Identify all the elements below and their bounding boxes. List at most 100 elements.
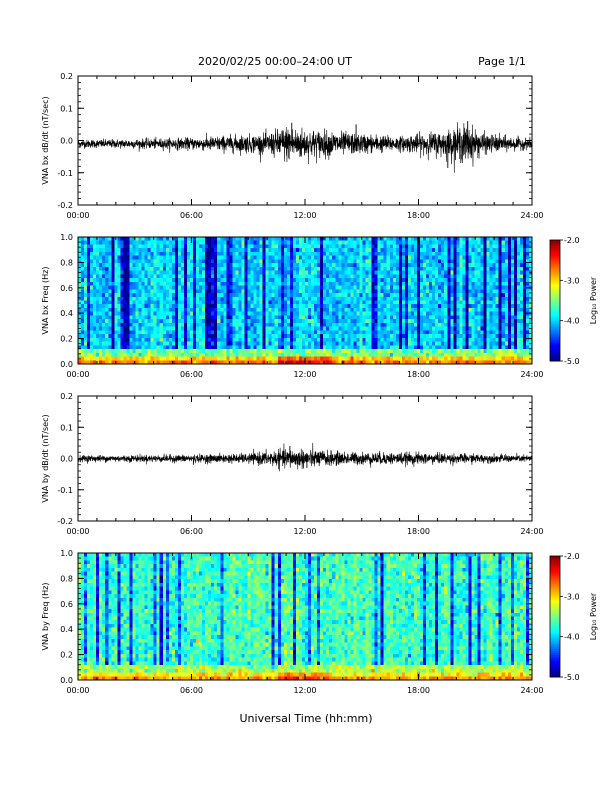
spectrogram-cell: [323, 289, 326, 293]
spectrogram-cell: [414, 338, 417, 342]
spectrogram-cell: [490, 237, 493, 241]
spectrogram-cell: [326, 323, 329, 327]
spectrogram-cell: [157, 278, 160, 282]
spectrogram-cell: [190, 282, 193, 286]
spectrogram-cell: [317, 271, 320, 275]
spectrogram-cell: [405, 248, 408, 252]
spectrogram-cell: [199, 338, 202, 342]
spectrogram-cell: [151, 301, 154, 305]
spectrogram-cell: [381, 267, 384, 271]
spectrogram-cell: [356, 248, 359, 252]
spectrogram-cell: [193, 237, 196, 241]
spectrogram-cell: [426, 323, 429, 327]
spectrogram-cell: [208, 274, 211, 278]
spectrogram-cell: [126, 342, 129, 346]
spectrogram-cell: [387, 319, 390, 323]
spectrogram-cell: [235, 353, 238, 357]
spectrogram-cell: [314, 237, 317, 241]
spectrogram-cell: [160, 338, 163, 342]
spectrogram-cell: [151, 319, 154, 323]
spectrogram-cell: [220, 289, 223, 293]
spectrogram-cell: [323, 241, 326, 245]
spectrogram-cell: [166, 342, 169, 346]
spectrogram-cell: [247, 349, 250, 353]
spectrogram-cell: [432, 263, 435, 267]
spectrogram-cell: [447, 345, 450, 349]
spectrogram-cell: [120, 319, 123, 323]
spectrogram-cell: [399, 334, 402, 338]
spectrogram-cell: [502, 293, 505, 297]
spectrogram-cell: [511, 327, 514, 331]
spectrogram-cell: [493, 241, 496, 245]
spectrogram-cell: [347, 274, 350, 278]
spectrogram-cell: [120, 263, 123, 267]
spectrogram-cell: [226, 330, 229, 334]
spectrogram-cell: [490, 244, 493, 248]
spectrogram-cell: [478, 345, 481, 349]
spectrogram-cell: [108, 330, 111, 334]
spectrogram-cell: [523, 334, 526, 338]
spectrogram-cell: [408, 289, 411, 293]
spectrogram-cell: [193, 315, 196, 319]
spectrogram-cell: [363, 327, 366, 331]
spectrogram-cell: [208, 244, 211, 248]
spectrogram-cell: [163, 289, 166, 293]
spectrogram-cell: [523, 327, 526, 331]
spectrogram-cell: [199, 353, 202, 357]
spectrogram-cell: [193, 297, 196, 301]
spectrogram-cell: [278, 241, 281, 245]
spectrogram-cell: [411, 244, 414, 248]
spectrogram-cell: [326, 237, 329, 241]
spectrogram-cell: [526, 237, 529, 241]
spectrogram-cell: [154, 237, 157, 241]
spectrogram-cell: [123, 263, 126, 267]
spectrogram-cell: [178, 334, 181, 338]
spectrogram-cell: [426, 286, 429, 290]
spectrogram-cell: [151, 304, 154, 308]
spectrogram-cell: [129, 353, 132, 357]
spectrogram-cell: [520, 289, 523, 293]
spectrogram-cell: [356, 342, 359, 346]
spectrogram-cell: [517, 327, 520, 331]
spectrogram-cell: [402, 342, 405, 346]
spectrogram-cell: [465, 353, 468, 357]
spectrogram-cell: [429, 334, 432, 338]
spectrogram-cell: [190, 252, 193, 256]
spectrogram-cell: [260, 353, 263, 357]
spectrogram-cell: [87, 315, 90, 319]
spectrogram-cell: [196, 334, 199, 338]
spectrogram-cell: [123, 278, 126, 282]
spectrogram-cell: [471, 248, 474, 252]
spectrogram-cell: [490, 278, 493, 282]
spectrogram-cell: [139, 244, 142, 248]
spectrogram-cell: [517, 259, 520, 263]
spectrogram-cell: [435, 259, 438, 263]
spectrogram-cell: [87, 338, 90, 342]
spectrogram-cell: [163, 267, 166, 271]
spectrogram-cell: [453, 289, 456, 293]
spectrogram-cell: [426, 267, 429, 271]
spectrogram-cell: [284, 304, 287, 308]
spectrogram-cell: [456, 267, 459, 271]
spectrogram-cell: [344, 252, 347, 256]
spectrogram-cell: [356, 312, 359, 316]
spectrogram-cell: [284, 263, 287, 267]
spectrogram-cell: [414, 252, 417, 256]
spectrogram-cell: [108, 248, 111, 252]
spectrogram-cell: [157, 282, 160, 286]
spectrogram-cell: [338, 338, 341, 342]
spectrogram-cell: [317, 282, 320, 286]
spectrogram-cell: [390, 282, 393, 286]
spectrogram-cell: [266, 323, 269, 327]
spectrogram-cell: [296, 289, 299, 293]
spectrogram-cell: [341, 252, 344, 256]
spectrogram-cell: [314, 315, 317, 319]
spectrogram-cell: [511, 297, 514, 301]
spectrogram-cell: [423, 319, 426, 323]
spectrogram-cell: [251, 338, 254, 342]
spectrogram-cell: [184, 263, 187, 267]
spectrogram-cell: [241, 323, 244, 327]
spectrogram-cell: [126, 286, 129, 290]
spectrogram-cell: [199, 323, 202, 327]
